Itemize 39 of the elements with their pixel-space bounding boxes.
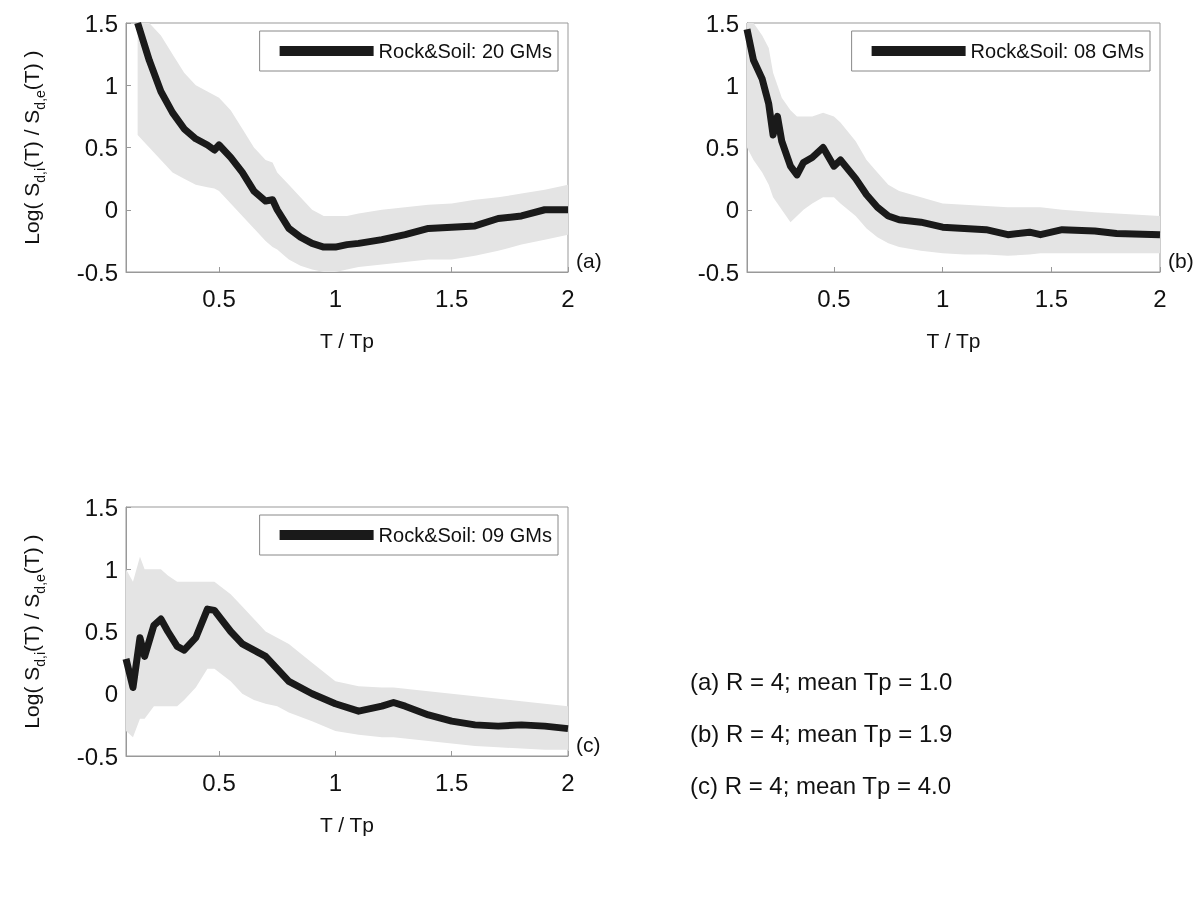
x-axis-title: T / Tp	[319, 813, 375, 836]
y-tick-label: 1	[725, 71, 739, 99]
legend-label: Rock&Soil: 08 GMs	[970, 40, 1144, 62]
y-tick-label: 1.5	[84, 9, 118, 37]
y-tick-label: -0.5	[76, 258, 118, 286]
x-axis-title: T / Tp	[319, 329, 375, 352]
text: (c) R = 4; mean Tp = 4.0	[690, 772, 952, 800]
x-tick-label: 1	[328, 284, 343, 312]
x-tick-label: 0.5	[202, 768, 236, 796]
x-tick-label: 1.5	[1034, 284, 1068, 312]
y-tick-label: 0	[104, 680, 118, 708]
x-tick-label: 0.5	[202, 284, 236, 312]
text: (a) R = 4; mean Tp = 1.0	[690, 668, 953, 696]
x-tick-label: 1.5	[435, 284, 469, 312]
y-tick-label: 1.5	[84, 493, 118, 521]
x-tick-label: 1	[328, 768, 343, 796]
y-tick-label: 0	[104, 196, 118, 224]
x-tick-label: 2	[1153, 284, 1167, 312]
y-tick-label: 0	[725, 196, 739, 224]
y-tick-label: -0.5	[697, 258, 739, 286]
x-tick-label: 1.5	[435, 768, 469, 796]
text: (c)	[576, 733, 601, 756]
y-tick-label: 0.5	[84, 134, 118, 161]
y-tick-label: -0.5	[76, 742, 118, 770]
x-axis-title: T / Tp	[926, 329, 981, 352]
text: (a)	[576, 249, 602, 272]
text: (b)	[1168, 249, 1194, 272]
legend-label: Rock&Soil: 20 GMs	[378, 40, 552, 62]
text: (b) R = 4; mean Tp = 1.9	[690, 720, 953, 748]
y-tick-label: 1	[104, 555, 118, 583]
x-tick-label: 1	[935, 284, 950, 312]
legend-label: Rock&Soil: 09 GMs	[378, 524, 552, 546]
y-tick-label: 1	[104, 71, 118, 99]
y-tick-label: 1.5	[705, 9, 739, 37]
y-tick-label: 0.5	[84, 618, 118, 645]
x-tick-label: 0.5	[817, 284, 851, 312]
x-tick-label: 2	[561, 284, 575, 312]
x-tick-label: 2	[561, 768, 575, 796]
y-tick-label: 0.5	[705, 134, 739, 161]
